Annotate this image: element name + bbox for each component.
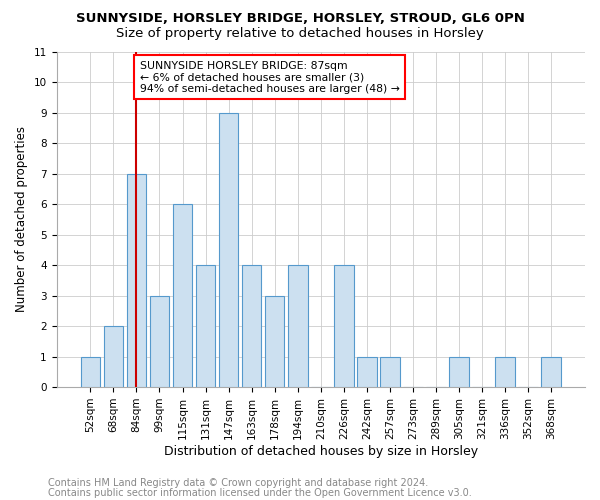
Bar — [288, 265, 308, 387]
Bar — [380, 356, 400, 387]
Text: SUNNYSIDE, HORSLEY BRIDGE, HORSLEY, STROUD, GL6 0PN: SUNNYSIDE, HORSLEY BRIDGE, HORSLEY, STRO… — [76, 12, 524, 26]
Bar — [127, 174, 146, 387]
Bar — [219, 112, 238, 387]
Bar — [196, 265, 215, 387]
Text: Size of property relative to detached houses in Horsley: Size of property relative to detached ho… — [116, 28, 484, 40]
Text: SUNNYSIDE HORSLEY BRIDGE: 87sqm
← 6% of detached houses are smaller (3)
94% of s: SUNNYSIDE HORSLEY BRIDGE: 87sqm ← 6% of … — [140, 60, 400, 94]
Bar — [80, 356, 100, 387]
Bar — [173, 204, 193, 387]
Y-axis label: Number of detached properties: Number of detached properties — [15, 126, 28, 312]
Bar — [265, 296, 284, 387]
Bar — [541, 356, 561, 387]
Bar — [334, 265, 353, 387]
Bar — [449, 356, 469, 387]
Bar — [104, 326, 123, 387]
Bar — [149, 296, 169, 387]
Text: Contains public sector information licensed under the Open Government Licence v3: Contains public sector information licen… — [48, 488, 472, 498]
X-axis label: Distribution of detached houses by size in Horsley: Distribution of detached houses by size … — [164, 444, 478, 458]
Bar — [242, 265, 262, 387]
Bar — [357, 356, 377, 387]
Bar — [496, 356, 515, 387]
Text: Contains HM Land Registry data © Crown copyright and database right 2024.: Contains HM Land Registry data © Crown c… — [48, 478, 428, 488]
